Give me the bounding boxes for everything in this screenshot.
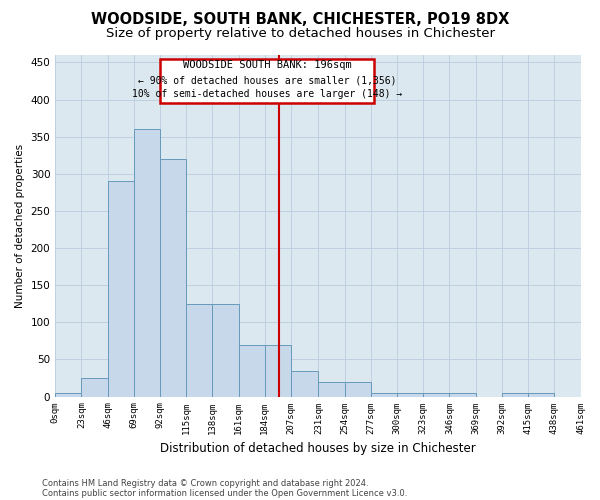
Text: Contains HM Land Registry data © Crown copyright and database right 2024.: Contains HM Land Registry data © Crown c…	[42, 478, 368, 488]
Bar	[160, 159, 186, 396]
FancyBboxPatch shape	[160, 58, 374, 104]
Text: ← 90% of detached houses are smaller (1,356): ← 90% of detached houses are smaller (1,…	[138, 75, 397, 85]
Bar	[55, 393, 82, 396]
Bar	[423, 393, 449, 396]
Y-axis label: Number of detached properties: Number of detached properties	[15, 144, 25, 308]
Text: Contains public sector information licensed under the Open Government Licence v3: Contains public sector information licen…	[42, 488, 407, 498]
Bar	[291, 370, 319, 396]
Bar	[344, 382, 371, 396]
Bar	[239, 344, 265, 397]
Bar	[186, 304, 212, 396]
Bar	[397, 393, 423, 396]
Bar	[82, 378, 107, 396]
Bar	[134, 130, 160, 396]
Text: 10% of semi-detached houses are larger (148) →: 10% of semi-detached houses are larger (…	[132, 89, 402, 99]
Bar	[502, 393, 528, 396]
X-axis label: Distribution of detached houses by size in Chichester: Distribution of detached houses by size …	[160, 442, 476, 455]
Bar	[449, 393, 476, 396]
Text: Size of property relative to detached houses in Chichester: Size of property relative to detached ho…	[106, 28, 494, 40]
Text: WOODSIDE, SOUTH BANK, CHICHESTER, PO19 8DX: WOODSIDE, SOUTH BANK, CHICHESTER, PO19 8…	[91, 12, 509, 28]
Bar	[265, 344, 291, 397]
Bar	[212, 304, 239, 396]
Bar	[319, 382, 344, 396]
Bar	[371, 393, 397, 396]
Bar	[528, 393, 554, 396]
Bar	[107, 181, 134, 396]
Text: WOODSIDE SOUTH BANK: 196sqm: WOODSIDE SOUTH BANK: 196sqm	[183, 60, 352, 70]
